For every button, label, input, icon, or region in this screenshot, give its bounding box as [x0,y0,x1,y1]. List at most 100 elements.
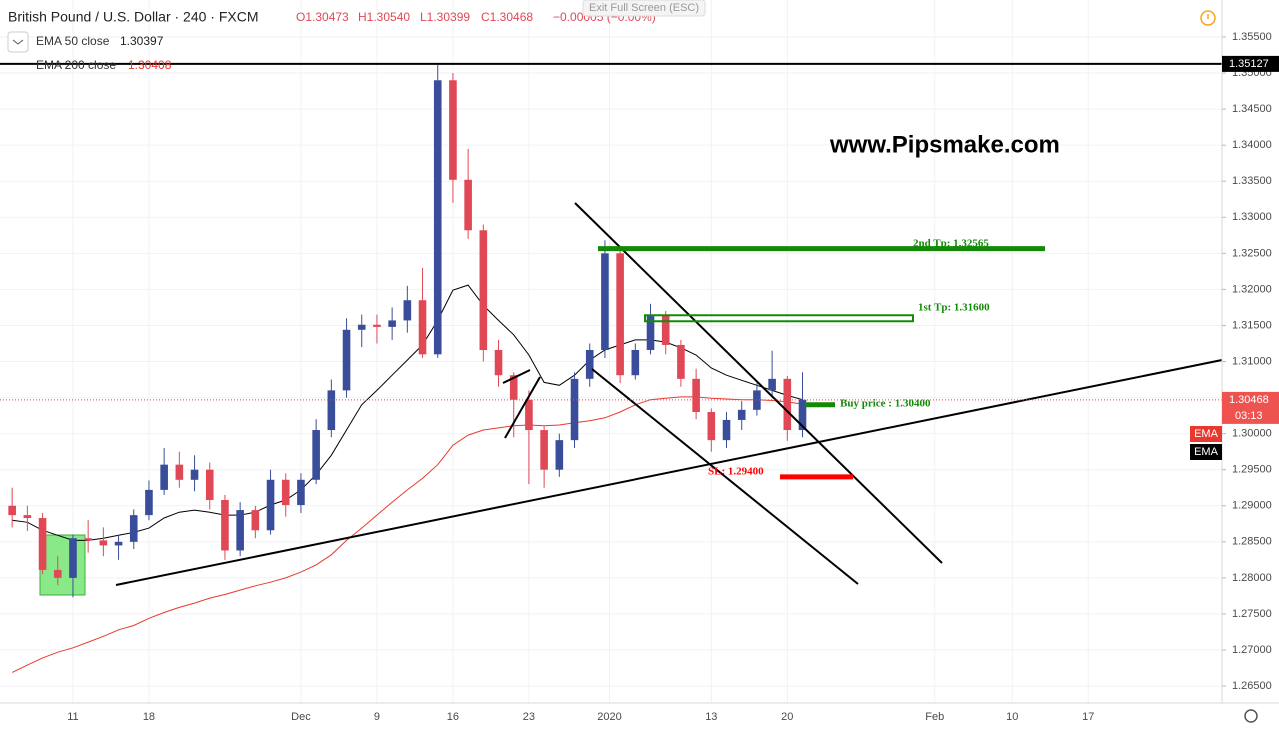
ema-tag [1190,444,1222,460]
highlight-box [39,534,86,596]
legend-name: EMA 200 close [36,58,116,72]
candle-body [540,430,548,470]
candle-body [798,399,807,431]
candle-body [479,230,488,350]
x-tick-label: 16 [447,711,459,723]
candle-body [525,399,533,431]
x-tick-label: 2020 [597,711,621,723]
candle-body [38,518,47,570]
candle-body [190,469,199,480]
ema-lines [11,284,803,673]
y-tick-label: 1.29000 [1232,500,1272,512]
price-tag-label: 1.30468 [1229,394,1269,406]
candle-body [388,320,396,327]
y-tick-label: 1.31500 [1232,319,1272,331]
candle-body [297,479,305,506]
candle-body [221,499,229,551]
trend-line [574,202,943,564]
y-tick-label: 1.33500 [1232,175,1272,187]
candle-body [418,300,427,355]
candle-body [722,419,731,441]
alert-icon[interactable] [1200,10,1216,26]
y-tick-label: 1.27500 [1232,608,1272,620]
level-box [644,314,914,323]
candle-body [53,569,62,578]
ema-tag [1190,426,1222,442]
candle-body [312,430,320,480]
y-tick-label: 1.32500 [1232,247,1272,259]
price-tag [1222,391,1279,424]
ohlc-value: H1.30540 [358,10,410,24]
candle-body [464,179,472,231]
candle-body [783,378,792,431]
candle-body [433,80,442,355]
candles [8,65,807,598]
candle-body [129,515,138,542]
candle-body [251,510,260,531]
y-tick-label: 1.26500 [1232,680,1272,692]
ema-tag-label: EMA [1194,428,1219,440]
trend-line [115,359,1223,586]
trend-line [591,368,859,585]
ema-line [12,284,803,541]
watermark: www.Pipsmake.com [829,131,1060,158]
axes: 1.26500 1.27000 1.27500 1.28000 1.28500 1.290… [67,31,1279,723]
candle-body [8,505,16,516]
x-tick-label: 11 [67,711,78,723]
trend-lines [115,202,1223,586]
x-tick-label: Dec [291,711,311,723]
y-tick-label: 1.28000 [1232,572,1272,584]
x-tick-label: 13 [705,711,717,723]
candle-body [23,515,32,519]
candle-body [646,314,655,350]
x-tick-label: 9 [374,711,380,723]
y-tick-label: 1.33000 [1232,211,1272,223]
x-tick-label: 18 [143,711,155,723]
legend-value: 1.30408 [128,58,172,72]
y-tick-label: 1.30000 [1232,428,1272,440]
x-tick-label: 10 [1006,711,1018,723]
level-label: 2nd Tp: 1.32565 [913,238,989,250]
y-tick-label: 1.32000 [1232,283,1272,295]
chart-title: British Pound / U.S. Dollar · 240 · FXCM [8,9,259,25]
fullscreen-hint[interactable]: Exit Full Screen (ESC) [589,2,699,14]
x-tick-label: 20 [781,711,793,723]
legend-name: EMA 50 close [36,34,110,48]
fullscreen-hint-box[interactable] [582,0,706,17]
legend-value: 1.30397 [120,34,164,48]
candle-body [403,300,412,321]
annotations: 2nd Tp: 1.32565 1st Tp: 1.31600 Buy price … [0,62,1222,480]
candle-body [692,378,700,413]
candle-body [281,479,290,506]
candle-body [768,378,776,391]
candle-body [585,349,594,379]
candle-body [677,344,685,379]
candle-body [357,324,366,330]
countdown: 03:13 [1235,410,1263,422]
candle-body [449,80,457,180]
ohlc-value: O1.30473 [296,10,349,24]
y-tick-label: 1.34000 [1232,139,1272,151]
candle-body [69,538,77,578]
candle-body [175,464,184,480]
candle-body [707,412,716,441]
candle-body [373,324,381,327]
candle-body [99,540,108,546]
candle-body [494,349,503,376]
candle-body [555,440,564,470]
ema-line [11,396,803,673]
candle-body [737,409,746,420]
price-axis [1222,0,1279,728]
ohlc-value: L1.30399 [420,10,470,24]
trend-line [502,369,531,384]
level-label: SL: 1.29400 [708,466,764,478]
y-tick-label: 1.27000 [1232,644,1272,656]
candle-body [114,541,123,546]
candle-body [342,329,351,391]
candle-body [160,464,168,490]
collapse-button[interactable] [7,31,29,53]
trend-line [504,376,541,439]
settings-icon[interactable] [1244,709,1258,723]
